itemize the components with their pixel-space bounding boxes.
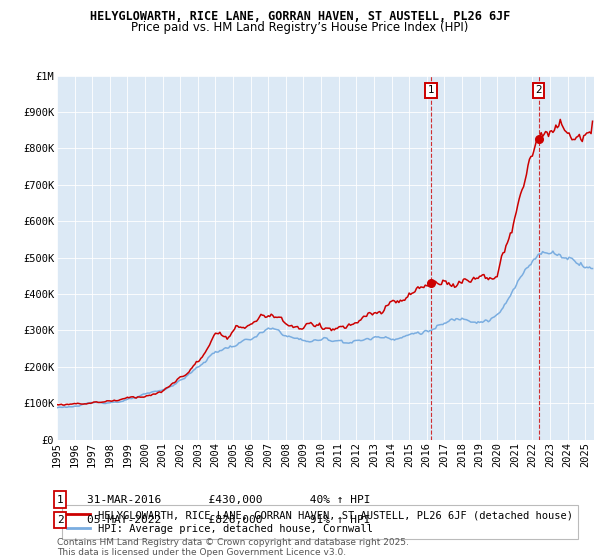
Text: 2: 2 xyxy=(56,515,64,525)
Text: 2: 2 xyxy=(535,85,542,95)
Text: Contains HM Land Registry data © Crown copyright and database right 2025.
This d: Contains HM Land Registry data © Crown c… xyxy=(57,538,409,557)
Text: Price paid vs. HM Land Registry’s House Price Index (HPI): Price paid vs. HM Land Registry’s House … xyxy=(131,21,469,34)
Text: 31-MAR-2016       £430,000       40% ↑ HPI: 31-MAR-2016 £430,000 40% ↑ HPI xyxy=(87,494,371,505)
Text: 1: 1 xyxy=(56,494,64,505)
Text: 05-MAY-2022       £826,000       91% ↑ HPI: 05-MAY-2022 £826,000 91% ↑ HPI xyxy=(87,515,371,525)
Text: HELYGLOWARTH, RICE LANE, GORRAN HAVEN, ST AUSTELL, PL26 6JF: HELYGLOWARTH, RICE LANE, GORRAN HAVEN, S… xyxy=(90,10,510,23)
Text: 1: 1 xyxy=(428,85,434,95)
Legend: HELYGLOWARTH, RICE LANE, GORRAN HAVEN, ST AUSTELL, PL26 6JF (detached house), HP: HELYGLOWARTH, RICE LANE, GORRAN HAVEN, S… xyxy=(62,505,578,539)
